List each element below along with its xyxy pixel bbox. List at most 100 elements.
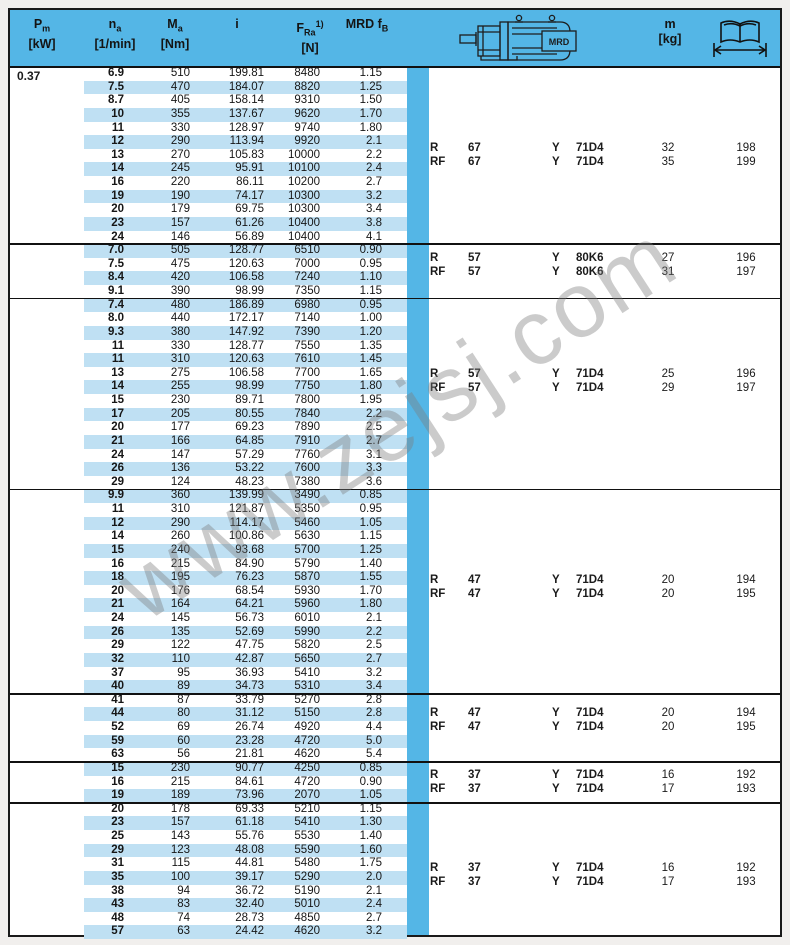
mass-cell: 20 — [661, 587, 675, 600]
fra-cell: 10400 — [288, 216, 320, 229]
fra-cell: 5990 — [294, 625, 320, 638]
fra-cell: 5650 — [294, 652, 320, 665]
ma-cell: 260 — [170, 530, 190, 543]
na-cell: 24 — [111, 448, 124, 461]
fb-cell: 1.80 — [359, 121, 382, 134]
fra-cell: 9740 — [294, 121, 320, 134]
ma-cell: 179 — [170, 203, 190, 216]
fra-cell: 9310 — [294, 94, 320, 107]
row-shade-band — [84, 325, 407, 340]
table-row: 48 74 28.73 4850 2.7 — [10, 912, 407, 926]
i-cell: 26.74 — [235, 721, 264, 733]
table-row: 16 215 84.61 4720 0.90 — [10, 776, 407, 790]
fb-cell: 2.7 — [366, 911, 382, 924]
table-row: 15 230 89.71 7800 1.95 — [10, 394, 407, 408]
na-cell: 12 — [111, 135, 124, 148]
page-cell: 196 — [736, 252, 756, 264]
table-row: 18 195 76.23 5870 1.55 — [10, 571, 407, 585]
i-cell: 64.21 — [235, 598, 264, 611]
na-cell: 12 — [111, 516, 124, 529]
fb-cell: 1.15 — [359, 530, 382, 543]
page-cell: 194 — [736, 707, 756, 719]
row-shade-band — [84, 816, 407, 830]
fb-cell: 2.1 — [366, 884, 382, 897]
table-row: 57 63 24.42 4620 3.2 — [10, 925, 407, 939]
i-cell: 120.63 — [228, 353, 264, 366]
row-shade-band — [84, 870, 407, 885]
na-cell: 26 — [111, 462, 124, 475]
na-cell: 14 — [111, 380, 124, 393]
block-separator — [10, 488, 780, 491]
table-row: 8.4 420 106.58 7240 1.10 — [10, 271, 407, 285]
fb-cell: 1.65 — [359, 366, 382, 379]
ma-cell: 470 — [170, 80, 190, 93]
table-row: 20 178 69.33 5210 1.15 — [10, 803, 407, 817]
gear-type-cell: RF — [430, 782, 446, 795]
ma-cell: 122 — [170, 639, 190, 652]
i-cell: 55.76 — [235, 830, 264, 842]
gear-type-cell: RF — [430, 265, 446, 278]
i-cell: 84.90 — [235, 557, 264, 570]
table-row: 21 164 64.21 5960 1.80 — [10, 598, 407, 612]
ma-cell: 230 — [170, 394, 190, 406]
ma-cell: 245 — [170, 162, 190, 175]
gear-size-cell: 57 — [468, 265, 481, 278]
na-cell: 23 — [111, 816, 124, 829]
fra-cell: 4720 — [294, 775, 320, 788]
ma-cell: 166 — [170, 434, 190, 447]
table-row: 13 270 105.83 10000 2.2 — [10, 149, 407, 163]
fra-cell: 7350 — [294, 285, 320, 297]
i-cell: 56.89 — [235, 230, 264, 243]
table-row: 7.0 505 128.77 6510 0.90 — [10, 244, 407, 258]
i-cell: 95.91 — [235, 162, 264, 175]
mass-cell: 17 — [661, 875, 675, 888]
fra-cell: 7140 — [294, 312, 320, 325]
ma-cell: 136 — [170, 462, 190, 475]
table-row: 8.0 440 172.17 7140 1.00 — [10, 312, 407, 326]
fra-cell: 5700 — [294, 543, 320, 556]
na-cell: 59 — [111, 734, 124, 747]
motor-y-cell: Y — [552, 707, 560, 719]
ma-cell: 110 — [171, 652, 190, 665]
block-separator — [10, 297, 780, 300]
motor-line: R 47 Y 71D4 20 194 — [10, 707, 780, 721]
i-cell: 61.18 — [235, 816, 264, 829]
row-shade-band — [84, 625, 407, 640]
table-row: 11 330 128.77 7550 1.35 — [10, 340, 407, 354]
ma-cell: 94 — [177, 884, 190, 897]
table-row: 43 83 32.40 5010 2.4 — [10, 898, 407, 912]
motor-line: RF 57 Y 80K6 31 197 — [10, 266, 780, 280]
table-row: 29 124 48.23 7380 3.6 — [10, 476, 407, 490]
na-cell: 17 — [111, 407, 124, 420]
na-cell: 20 — [111, 802, 124, 815]
fra-cell: 9620 — [294, 107, 320, 120]
i-cell: 80.55 — [235, 407, 264, 420]
fb-cell: 0.85 — [359, 761, 382, 774]
fb-cell: 1.15 — [359, 802, 382, 815]
na-cell: 31 — [111, 857, 124, 870]
ratings-table: Pm [kW] na [1/min] Ma [Nm] i FRa1) [N] M… — [8, 8, 782, 939]
i-cell: 113.94 — [229, 135, 264, 148]
table-row: 9.3 380 147.92 7390 1.20 — [10, 325, 407, 340]
na-cell: 16 — [111, 176, 124, 188]
motor-type-cell: 71D4 — [576, 707, 604, 719]
fra-cell: 7240 — [294, 271, 320, 284]
na-cell: 29 — [111, 639, 124, 652]
i-cell: 42.87 — [235, 652, 264, 665]
table-row: 31 115 44.81 5480 1.75 — [10, 857, 407, 871]
row-shade-band — [84, 80, 407, 95]
i-cell: 139.99 — [228, 489, 264, 502]
motor-y-cell: Y — [552, 142, 560, 154]
table-row: 15 240 93.68 5700 1.25 — [10, 543, 407, 558]
i-cell: 98.99 — [235, 285, 264, 297]
ma-cell: 405 — [170, 94, 190, 107]
table-row: 9.1 390 98.99 7350 1.15 — [10, 285, 407, 299]
motor-y-cell: Y — [552, 875, 560, 888]
fb-cell: 1.50 — [359, 94, 382, 107]
fb-cell: 2.7 — [366, 176, 382, 188]
na-cell: 41 — [111, 693, 124, 706]
ma-cell: 135 — [170, 625, 190, 638]
fb-cell: 1.95 — [359, 394, 382, 406]
motor-y-cell: Y — [552, 155, 560, 168]
gear-type-cell: R — [430, 574, 439, 586]
